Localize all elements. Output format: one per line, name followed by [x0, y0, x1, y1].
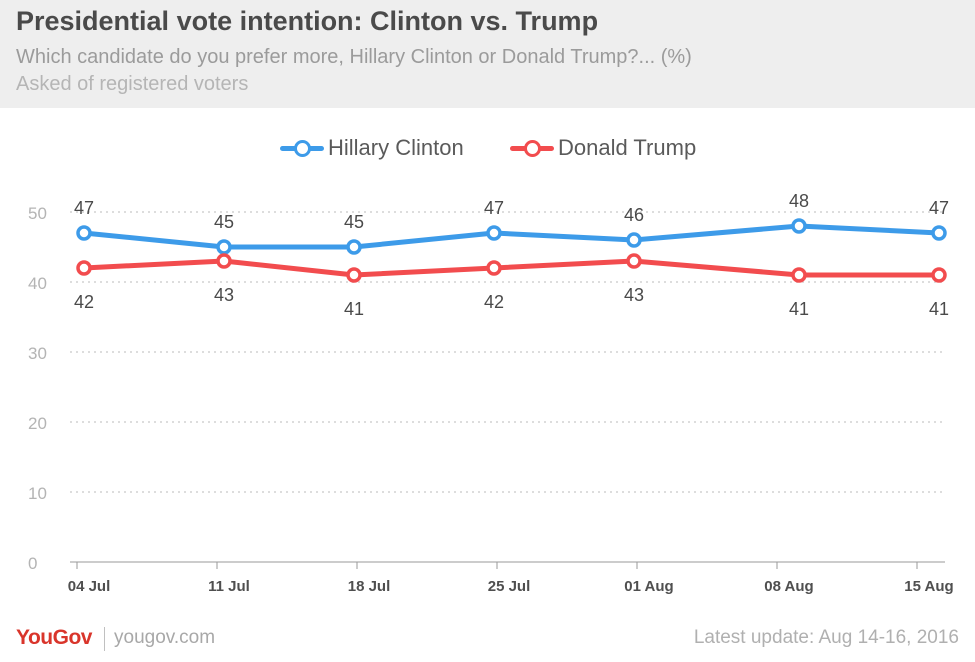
x-tick-label: 08 Aug	[764, 578, 813, 595]
data-point-trump	[486, 260, 502, 276]
data-label-trump: 41	[789, 299, 809, 319]
line-chart: 0 10 20 30 40 50 04 Jul 11 Jul 18 Jul 25 Jul 01 Au…	[28, 191, 954, 595]
y-tick-label: 40	[28, 274, 47, 293]
chart-note: Asked of registered voters	[16, 73, 249, 95]
data-point-clinton	[216, 239, 232, 255]
data-label-trump: 41	[929, 299, 949, 319]
data-point-trump	[216, 253, 232, 269]
yougov-logo: YouGov	[16, 626, 92, 649]
data-label-trump: 42	[484, 292, 504, 312]
footer-update: Latest update: Aug 14-16, 2016	[693, 627, 959, 648]
footer-site-link[interactable]: yougov.com	[114, 627, 216, 648]
legend-marker-clinton	[294, 140, 311, 157]
legend-label-clinton: Hillary Clinton	[328, 135, 464, 160]
data-point-trump	[626, 253, 642, 269]
y-tick-label: 30	[28, 344, 47, 363]
footer-divider	[104, 627, 105, 651]
data-point-clinton	[76, 225, 92, 241]
x-tick-label: 04 Jul	[68, 578, 111, 595]
x-tick-label: 18 Jul	[348, 578, 391, 595]
y-tick-label: 10	[28, 484, 47, 503]
data-label-clinton: 47	[484, 198, 504, 218]
y-tick-label: 0	[28, 554, 37, 573]
data-label-trump: 42	[74, 292, 94, 312]
data-point-trump	[346, 267, 362, 283]
legend-marker-trump	[524, 140, 541, 157]
series-line-trump	[81, 258, 942, 278]
chart-header: Presidential vote intention: Clinton vs.…	[0, 0, 975, 108]
chart-subtitle: Which candidate do you prefer more, Hill…	[16, 46, 692, 68]
data-point-clinton	[931, 225, 947, 241]
data-point-clinton	[486, 225, 502, 241]
data-label-trump: 43	[214, 285, 234, 305]
data-label-clinton: 45	[214, 212, 234, 232]
data-label-clinton: 47	[74, 198, 94, 218]
data-label-clinton: 45	[344, 212, 364, 232]
data-point-clinton	[791, 218, 807, 234]
data-point-trump	[791, 267, 807, 283]
x-tick-label: 25 Jul	[488, 578, 531, 595]
data-point-trump	[76, 260, 92, 276]
chart-legend: Hillary Clinton Donald Trump	[0, 133, 975, 163]
data-label-trump: 43	[624, 285, 644, 305]
y-tick-label: 20	[28, 414, 47, 433]
data-label-trump: 41	[344, 299, 364, 319]
x-tick-label: 01 Aug	[624, 578, 673, 595]
x-tick-label: 11 Jul	[208, 578, 250, 595]
x-tick-label: 15 Aug	[904, 578, 953, 595]
data-label-clinton: 46	[624, 205, 644, 225]
legend-label-trump: Donald Trump	[558, 135, 697, 160]
data-label-clinton: 48	[789, 191, 809, 211]
y-tick-label: 50	[28, 204, 47, 223]
chart-title: Presidential vote intention: Clinton vs.…	[16, 6, 599, 36]
series-line-clinton	[81, 223, 942, 250]
data-point-clinton	[346, 239, 362, 255]
data-point-trump	[931, 267, 947, 283]
data-point-clinton	[626, 232, 642, 248]
data-label-clinton: 47	[929, 198, 949, 218]
